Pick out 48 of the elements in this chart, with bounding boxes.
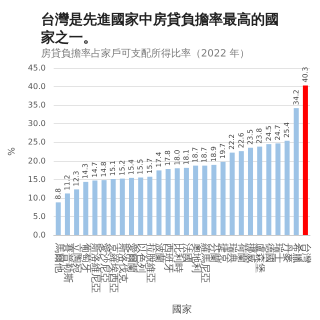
bar [138, 177, 144, 235]
x-axis-title: 國家 [172, 304, 192, 316]
y-tick-label: 20.0 [28, 156, 46, 166]
bar [83, 182, 88, 235]
y-tick-label: 15.0 [28, 174, 46, 184]
bar [302, 85, 308, 235]
bar [193, 166, 198, 235]
bar [156, 170, 162, 235]
y-tick-label: 0.0 [32, 230, 46, 240]
y-tick-label: 30.0 [28, 119, 46, 128]
bar [257, 146, 262, 235]
bar [128, 178, 134, 235]
bar [248, 148, 254, 235]
bar [238, 151, 244, 235]
bar [184, 168, 189, 235]
y-tick-label: 35.0 [28, 100, 46, 110]
bar [275, 143, 280, 235]
y-tick-label: 40.0 [28, 82, 46, 92]
x-tick-label: 西班牙 [162, 243, 175, 273]
x-tick-label: 克羅埃西亞 [108, 243, 120, 293]
bar [220, 162, 226, 235]
bar [102, 180, 107, 235]
y-tick-label: 5.0 [32, 212, 46, 221]
bar [74, 189, 80, 235]
bar [147, 176, 152, 235]
chart-title: 台灣是先進國家中房貸負擔率最高的國家之一。 [40, 11, 279, 46]
bar [266, 144, 272, 235]
bar [294, 108, 299, 235]
bar [110, 178, 116, 235]
bar [174, 168, 180, 235]
chart-subtitle: 房貸負擔率占家戶可支配所得比率（2022 年） [41, 48, 250, 60]
y-tick-label: 45.0 [28, 64, 46, 72]
bar [202, 166, 208, 235]
bar [230, 152, 235, 235]
bar [211, 164, 216, 235]
bar [120, 178, 125, 235]
y-axis-title: % [8, 146, 18, 156]
x-tick-label: 丹麥 [282, 243, 294, 263]
bar [64, 193, 70, 235]
bar [166, 168, 171, 235]
x-tick-label: 挪威 [245, 243, 258, 263]
bar [56, 202, 61, 235]
y-tick-label: 10.0 [28, 193, 46, 202]
x-tick-label: 葡萄牙 [80, 243, 92, 273]
x-tick-label: 馬爾他 [52, 242, 65, 273]
bar [92, 180, 98, 235]
bar [284, 140, 290, 235]
y-tick-label: 25.0 [28, 138, 46, 147]
